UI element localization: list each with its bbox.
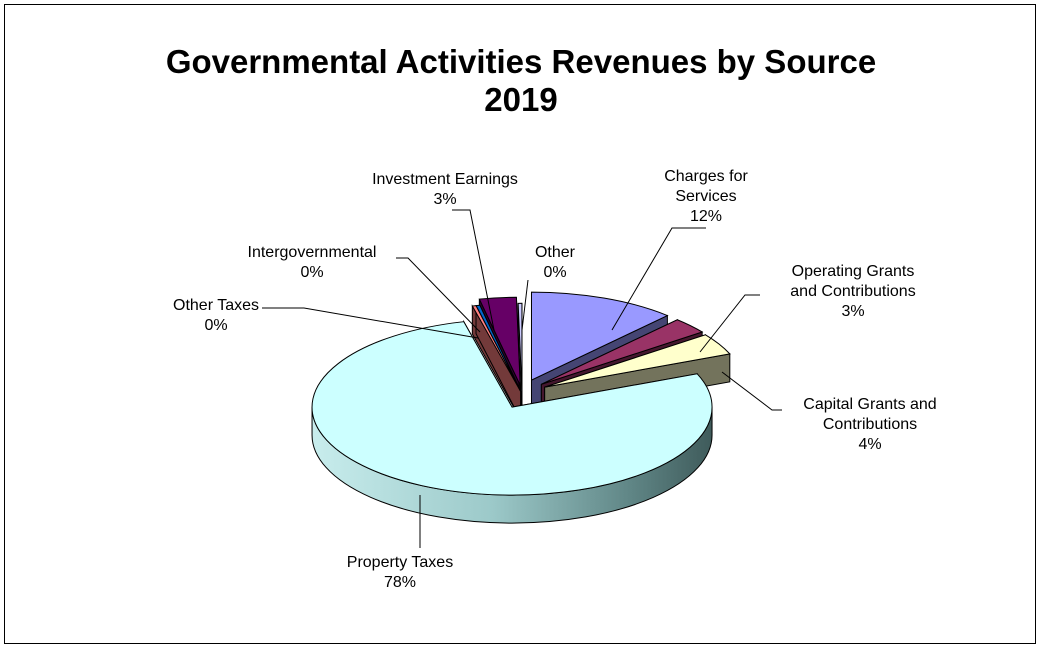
chart-title-line-1: Governmental Activities Revenues by Sour… bbox=[165, 43, 877, 80]
slice-percent-6: 3% bbox=[433, 191, 456, 208]
pie-slice-3 bbox=[311, 321, 713, 496]
slice-label-line-1-0: Operating Grants bbox=[792, 263, 915, 280]
slice-label-6: Investment Earnings 3% bbox=[372, 171, 518, 208]
pie-slice-1 bbox=[541, 319, 704, 385]
leader-line-4 bbox=[262, 307, 479, 339]
slice-percent-2: 4% bbox=[858, 436, 881, 453]
slice-label-line-1-1: and Contributions bbox=[790, 283, 915, 300]
slice-label-line-5-0: Intergovernmental bbox=[248, 244, 377, 261]
chart-title: Governmental Activities Revenues by Sour… bbox=[5, 43, 1037, 119]
slice-percent-0: 12% bbox=[690, 208, 722, 225]
slice-percent-3: 78% bbox=[384, 574, 416, 591]
slice-label-line-4-0: Other Taxes bbox=[173, 297, 259, 314]
slice-percent-7: 0% bbox=[543, 264, 566, 281]
slice-label-line-7-0: Other bbox=[535, 244, 576, 261]
leader-line-1 bbox=[699, 294, 760, 353]
slice-label-0: Charges for Services 12% bbox=[664, 168, 748, 225]
slice-label-line-2-0: Capital Grants and bbox=[803, 396, 936, 413]
leader-line-0 bbox=[611, 227, 706, 331]
slice-label-3: Property Taxes 78% bbox=[347, 554, 453, 591]
slice-label-line-3-0: Property Taxes bbox=[347, 554, 453, 571]
slice-label-2: Capital Grants and Contributions 4% bbox=[803, 396, 936, 453]
slice-percent-4: 0% bbox=[204, 317, 227, 334]
slice-label-1: Operating Grants and Contributions 3% bbox=[790, 263, 915, 320]
pie-slice-7 bbox=[517, 302, 523, 392]
pie-slice-0 bbox=[530, 291, 669, 381]
pie-slice-6 bbox=[478, 296, 521, 386]
pie-slice-5 bbox=[475, 304, 522, 392]
slice-label-line-6-0: Investment Earnings bbox=[372, 171, 518, 188]
slice-label-7: Other 0% bbox=[535, 244, 576, 281]
slice-percent-5: 0% bbox=[300, 264, 323, 281]
slice-label-4: Other Taxes 0% bbox=[173, 297, 259, 334]
leader-line-6 bbox=[452, 209, 495, 331]
slice-label-line-0-1: Services bbox=[675, 188, 736, 205]
leader-line-7 bbox=[521, 279, 529, 331]
slice-label-line-2-1: Contributions bbox=[823, 416, 917, 433]
slice-label-5: Intergovernmental 0% bbox=[248, 244, 377, 281]
leader-line-5 bbox=[396, 257, 481, 333]
pie-slice-2 bbox=[544, 334, 731, 388]
slice-percent-1: 3% bbox=[841, 303, 864, 320]
slice-label-line-0-0: Charges for bbox=[664, 168, 748, 185]
chart-title-line-2: 2019 bbox=[484, 81, 558, 118]
leader-line-2 bbox=[721, 371, 782, 411]
